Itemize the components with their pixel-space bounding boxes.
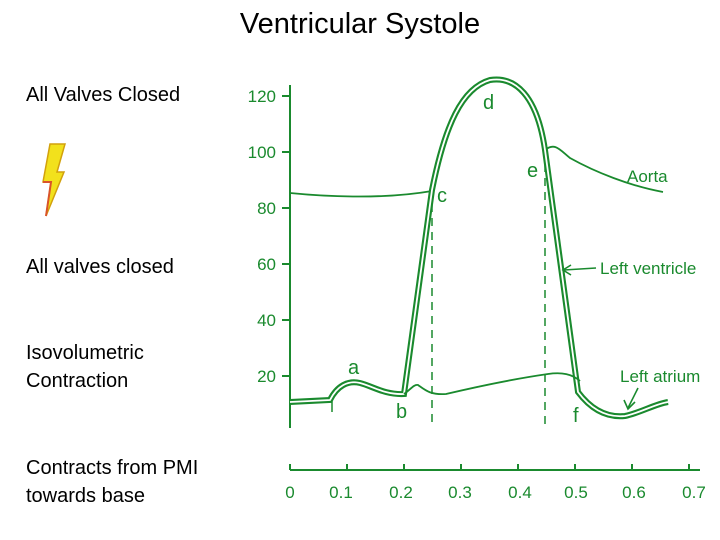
point-label-e: e <box>527 160 538 182</box>
point-label-c: c <box>437 185 447 207</box>
y-tick-label: 100 <box>248 143 276 162</box>
left-ventricle-label: Left ventricle <box>600 259 696 278</box>
y-tick-label: 20 <box>257 367 276 386</box>
left-atrium-curve <box>403 372 581 396</box>
x-tick-label: 0.1 <box>329 483 353 502</box>
point-label-d: d <box>483 92 494 114</box>
x-tick-label: 0.3 <box>448 483 472 502</box>
left-ventricle-curve <box>289 76 669 420</box>
contraction-label: Contraction <box>26 370 129 392</box>
lightning-bolt-icon <box>42 143 66 217</box>
x-tick-label: 0.2 <box>389 483 413 502</box>
y-tick-label: 80 <box>257 199 276 218</box>
x-tick-label: 0.6 <box>622 483 646 502</box>
page-title: Ventricular Systole <box>239 8 481 40</box>
aorta-curve <box>289 145 664 198</box>
valves-closed-label: All valves closed <box>26 256 174 278</box>
y-tick-label: 60 <box>257 255 276 274</box>
x-tick-label: 0.4 <box>508 483 532 502</box>
y-tick-label: 120 <box>248 87 276 106</box>
isovolumetric-label: Isovolumetric <box>26 342 144 364</box>
valves-closed-heading: All Valves Closed <box>26 84 181 106</box>
contracts-from-pmi-label: Contracts from PMI <box>26 457 199 479</box>
x-tick-label: 0 <box>285 483 294 502</box>
x-tick-label: 0.7 <box>682 483 706 502</box>
aorta-label: Aorta <box>627 167 668 186</box>
left-ventricle-arrow <box>561 264 597 276</box>
y-tick-label: 40 <box>257 311 276 330</box>
point-label-b: b <box>396 401 407 423</box>
point-label-f: f <box>573 405 579 427</box>
left-atrium-label: Left atrium <box>620 367 700 386</box>
towards-base-label: towards base <box>26 485 145 507</box>
x-tick-label: 0.5 <box>564 483 588 502</box>
left-atrium-arrow <box>623 387 639 411</box>
left-ventricle-curve-inner <box>289 78 669 418</box>
point-label-a: a <box>348 357 360 379</box>
